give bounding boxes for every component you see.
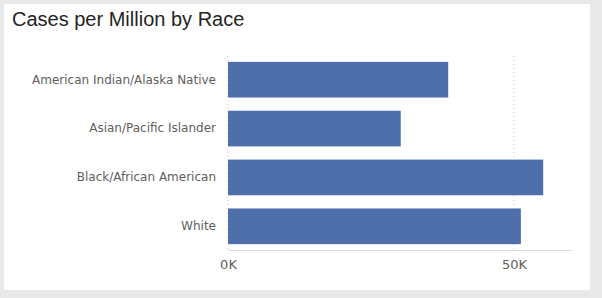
bar xyxy=(228,208,521,244)
x-axis: 0K 50K xyxy=(220,250,572,272)
category-label: Asian/Pacific Islander xyxy=(89,121,216,135)
background xyxy=(0,0,602,298)
bar xyxy=(228,62,448,98)
bar xyxy=(228,160,543,196)
tick: 50K xyxy=(502,250,528,272)
card xyxy=(4,4,590,290)
chart: Cases per Million by Race 0K 50K American I… xyxy=(0,0,602,298)
tick-label: 0K xyxy=(220,257,237,272)
category-tick: American Indian/Alaska Native xyxy=(32,73,216,87)
title: Cases per Million by Race xyxy=(12,8,244,30)
tick-label: 50K xyxy=(502,257,528,272)
category-label: White xyxy=(181,219,216,233)
y-axis: American Indian/Alaska Native Asian/Pacif… xyxy=(32,73,216,234)
category-tick: Black/African American xyxy=(77,170,216,184)
category-label: Black/African American xyxy=(77,170,216,184)
category-tick: White xyxy=(181,219,216,233)
tick: 0K xyxy=(220,250,237,272)
category-label: American Indian/Alaska Native xyxy=(32,73,216,87)
bars xyxy=(228,62,543,244)
axis-line xyxy=(229,250,572,251)
category-tick: Asian/Pacific Islander xyxy=(89,121,216,135)
bar xyxy=(228,111,401,147)
